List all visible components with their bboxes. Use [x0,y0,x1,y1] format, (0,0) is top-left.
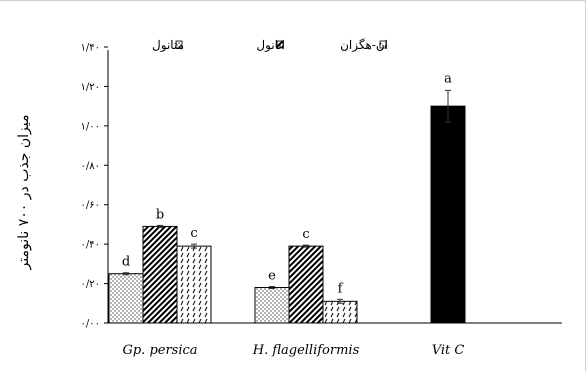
bar [254,287,290,324]
significance-label: c [190,226,197,241]
legend-swatch-hexane [379,40,387,49]
legend-item-ethanol: اتانول [256,38,285,52]
y-tick-label: ۰/۰۰ [81,319,100,330]
bar [142,225,178,324]
legend-item-methanol: متانول [152,38,184,52]
y-tick-label: ۱/۲۰ [81,82,100,93]
legend-item-hexane: ان-هگزان [340,38,388,52]
bars: d b c e c f a [108,71,466,324]
bar [288,245,324,324]
legend-label-hexane: ان-هگزان [340,38,388,52]
y-tick-label: ۰/۴۰ [81,240,100,251]
category-labels: Gp. persica H. flagelliformis Vit C [122,343,464,358]
legend: متانول اتانول ان-هگزان [152,38,388,52]
y-tick-label: ۱/۴۰ [81,43,100,54]
legend-swatch-methanol [175,40,183,49]
y-tick-label: ۰/۸۰ [81,161,100,172]
significance-label: e [268,269,276,284]
legend-label-methanol: متانول [152,38,184,52]
y-tick-label: ۱/۰۰ [81,121,100,132]
y-axis-label: میزان جذب در ۷۰۰ نانومتر [16,115,32,271]
significance-label: c [302,227,309,242]
significance-label: b [156,207,164,222]
x-category-label: Gp. persica [122,343,197,358]
y-tick-label: ۰/۶۰ [81,200,100,211]
y-ticks: ۰/۰۰ ۰/۲۰ ۰/۴۰ ۰/۶۰ ۰/۸۰ ۱/۰۰ ۱/۲۰ ۱/۴۰ [81,43,108,330]
significance-label: f [338,281,344,296]
x-category-label: H. flagelliformis [252,343,360,358]
legend-label-ethanol: اتانول [256,38,285,52]
significance-label: d [122,255,130,270]
x-category-label: Vit C [432,343,465,358]
significance-label: a [444,71,452,86]
bar [108,273,144,324]
y-tick-label: ۰/۲۰ [81,279,100,290]
bar [322,300,358,324]
bar [176,245,212,324]
bar [430,105,466,324]
legend-swatch-ethanol [276,40,284,49]
